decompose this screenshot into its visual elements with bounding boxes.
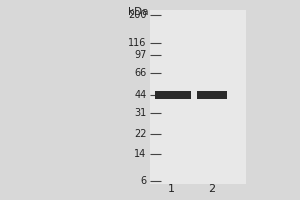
Text: 200: 200 — [128, 10, 146, 20]
Text: 31: 31 — [134, 108, 146, 118]
Text: 2: 2 — [208, 184, 215, 194]
Text: 22: 22 — [134, 129, 146, 139]
Text: 66: 66 — [134, 68, 146, 78]
Text: 6: 6 — [140, 176, 146, 186]
Text: 1: 1 — [168, 184, 175, 194]
Bar — [150, 10, 246, 184]
Text: 97: 97 — [134, 50, 146, 60]
Text: kDa: kDa — [128, 7, 148, 17]
Text: 44: 44 — [134, 90, 146, 100]
Bar — [196, 91, 226, 99]
Text: 14: 14 — [134, 149, 146, 159]
Bar — [154, 91, 190, 99]
Text: 116: 116 — [128, 38, 146, 48]
